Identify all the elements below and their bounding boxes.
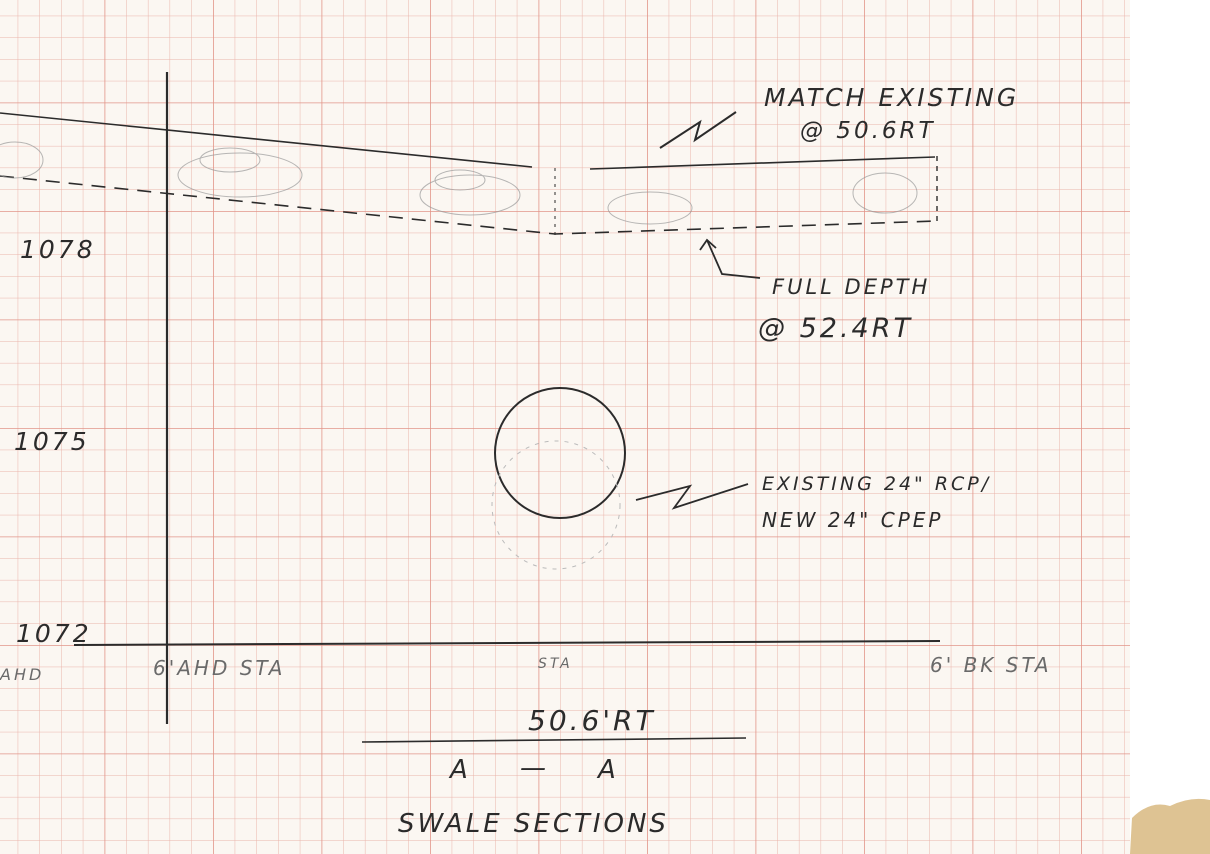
graph-grid-major xyxy=(0,0,1130,854)
section-letter-left: A xyxy=(448,755,471,785)
elevation-label-1075: 1075 xyxy=(14,427,90,456)
section-dash: — xyxy=(520,753,549,783)
section-letter-right: A xyxy=(596,755,619,785)
station-label-back: 6' BK STA xyxy=(930,653,1052,677)
match-existing-leader xyxy=(659,111,737,149)
section-title: SWALE SECTIONS xyxy=(398,809,669,839)
pipe-note-line2: NEW 24" CPEP xyxy=(762,508,943,532)
station-label-ahead: 6'AHD STA xyxy=(153,656,285,680)
full-depth-note-line1: FULL DEPTH xyxy=(772,275,930,299)
new-pipe-ghost-circle xyxy=(491,440,621,570)
subgrade-dashed-line xyxy=(0,175,938,235)
title-underline xyxy=(361,737,747,743)
proposed-grade-line xyxy=(589,156,936,170)
baseline-axis xyxy=(73,640,941,646)
right-margin xyxy=(1130,0,1210,854)
match-existing-note-line2: @ 50.6RT xyxy=(800,118,936,144)
station-label-center: STA xyxy=(538,656,573,672)
station-label-left-edge: AHD xyxy=(0,665,44,684)
elevation-label-1072: 1072 xyxy=(16,619,92,648)
aggregate-sketch xyxy=(0,141,918,225)
paper-stain xyxy=(1130,798,1210,854)
pipe-note-line1: EXISTING 24" RCP/ xyxy=(762,473,991,495)
full-depth-note-line2: @ 52.4RT xyxy=(758,313,913,344)
full-depth-arrow-icon xyxy=(699,238,717,251)
elevation-label-1078: 1078 xyxy=(20,235,96,264)
existing-pipe-circle xyxy=(494,387,626,519)
match-existing-note-line1: MATCH EXISTING xyxy=(764,83,1019,112)
full-depth-leader xyxy=(706,239,761,279)
pipe-leader xyxy=(635,483,749,510)
section-offset-label: 50.6'RT xyxy=(528,704,656,737)
existing-ground-line xyxy=(0,112,533,168)
